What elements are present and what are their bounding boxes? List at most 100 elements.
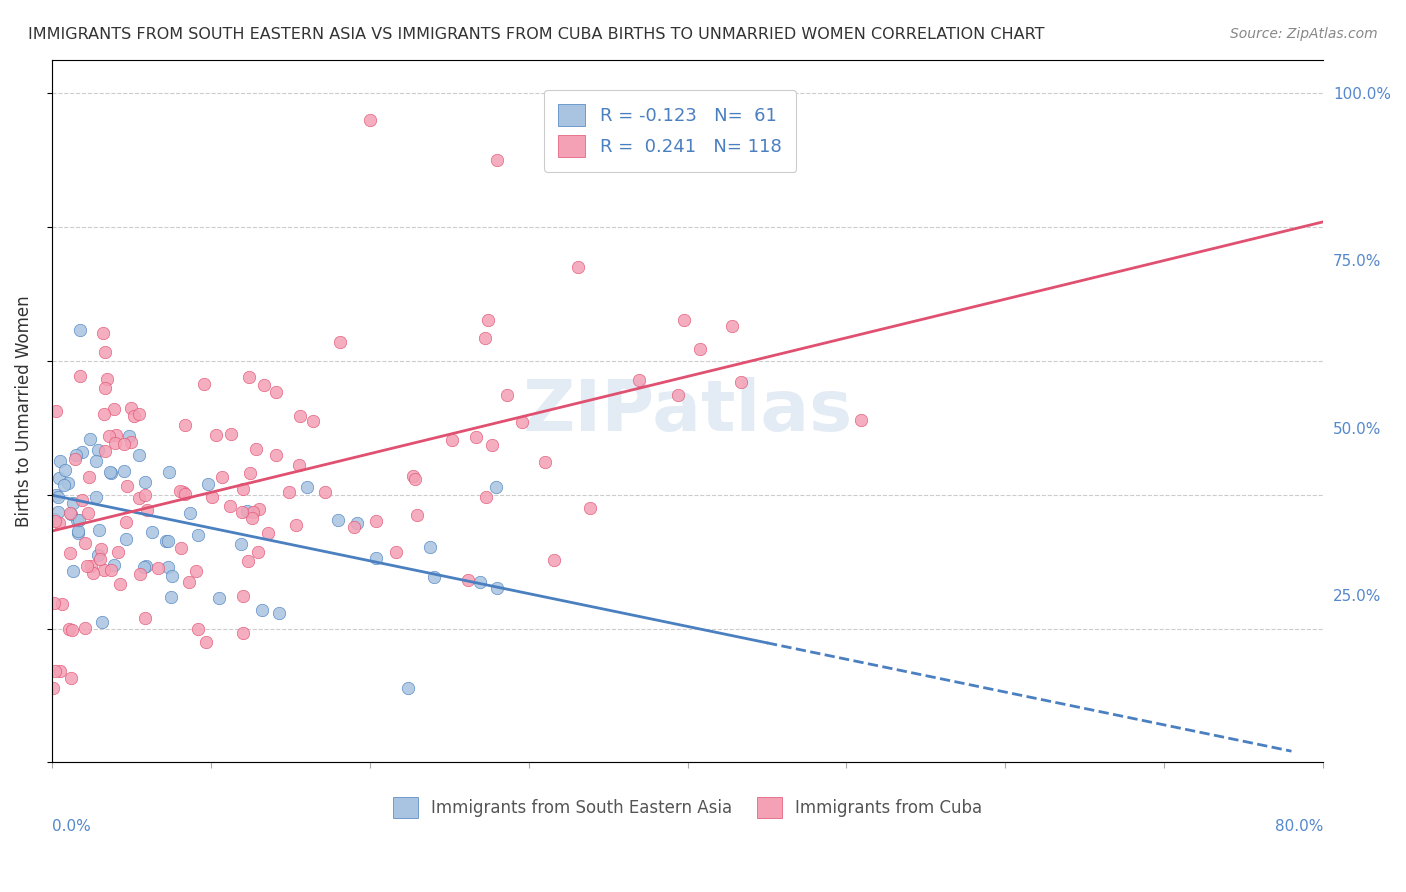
Point	[172, 485, 194, 500]
Point	[264, 448, 287, 462]
Point	[156, 560, 179, 574]
Point	[93, 563, 115, 577]
Point	[485, 153, 508, 167]
Point	[457, 573, 479, 587]
Point	[285, 517, 308, 532]
Point	[82, 566, 104, 580]
Point	[51, 597, 73, 611]
Point	[114, 515, 136, 529]
Point	[48, 471, 70, 485]
Point	[343, 520, 366, 534]
Point	[120, 434, 142, 449]
Point	[666, 388, 689, 402]
Point	[63, 451, 86, 466]
Point	[87, 442, 110, 457]
Point	[75, 621, 97, 635]
Point	[76, 558, 98, 573]
Point	[89, 523, 111, 537]
Point	[287, 458, 309, 473]
Point	[253, 377, 276, 392]
Point	[193, 377, 215, 392]
Point	[256, 526, 278, 541]
Point	[211, 470, 233, 484]
Point	[60, 623, 83, 637]
Point	[474, 490, 496, 504]
Point	[129, 566, 152, 581]
Y-axis label: Births to Unmarried Women: Births to Unmarried Women	[15, 295, 32, 527]
Point	[135, 559, 157, 574]
Point	[177, 574, 200, 589]
Point	[90, 615, 112, 629]
Point	[122, 409, 145, 423]
Point	[79, 432, 101, 446]
Point	[278, 485, 301, 500]
Point	[250, 603, 273, 617]
Point	[406, 508, 429, 523]
Point	[89, 552, 111, 566]
Point	[100, 563, 122, 577]
Point	[170, 541, 193, 556]
Point	[66, 513, 89, 527]
Point	[58, 622, 80, 636]
Point	[236, 554, 259, 568]
Point	[232, 625, 254, 640]
Point	[423, 570, 446, 584]
Point	[218, 500, 240, 514]
Point	[77, 506, 100, 520]
Point	[93, 381, 115, 395]
Point	[232, 589, 254, 603]
Point	[58, 475, 80, 490]
Point	[232, 482, 254, 496]
Point	[98, 465, 121, 479]
Point	[108, 577, 131, 591]
Point	[84, 453, 107, 467]
Point	[204, 428, 226, 442]
Point	[70, 492, 93, 507]
Point	[160, 569, 183, 583]
Point	[155, 534, 177, 549]
Point	[179, 506, 201, 520]
Point	[174, 417, 197, 432]
Point	[195, 635, 218, 649]
Point	[90, 541, 112, 556]
Point	[326, 513, 349, 527]
Point	[578, 500, 600, 515]
Point	[46, 505, 69, 519]
Point	[184, 564, 207, 578]
Point	[112, 464, 135, 478]
Point	[721, 318, 744, 333]
Point	[208, 591, 231, 605]
Point	[148, 561, 170, 575]
Point	[42, 596, 65, 610]
Point	[401, 468, 423, 483]
Point	[297, 480, 319, 494]
Point	[45, 488, 67, 502]
Point	[246, 544, 269, 558]
Point	[534, 455, 557, 469]
Point	[627, 374, 650, 388]
Point	[157, 466, 180, 480]
Point	[62, 496, 84, 510]
Point	[46, 490, 69, 504]
Point	[118, 429, 141, 443]
Point	[242, 505, 264, 519]
Point	[44, 514, 66, 528]
Point	[100, 466, 122, 480]
Point	[201, 490, 224, 504]
Point	[114, 437, 136, 451]
Point	[114, 532, 136, 546]
Point	[197, 477, 219, 491]
Point	[52, 478, 75, 492]
Point	[103, 401, 125, 416]
Point	[70, 445, 93, 459]
Legend: R = -0.123   N=  61, R =  0.241   N= 118: R = -0.123 N= 61, R = 0.241 N= 118	[544, 90, 796, 171]
Point	[128, 491, 150, 505]
Point	[59, 507, 82, 521]
Point	[236, 503, 259, 517]
Point	[59, 545, 82, 559]
Point	[364, 550, 387, 565]
Point	[80, 558, 103, 573]
Point	[134, 611, 156, 625]
Point	[169, 483, 191, 498]
Point	[104, 427, 127, 442]
